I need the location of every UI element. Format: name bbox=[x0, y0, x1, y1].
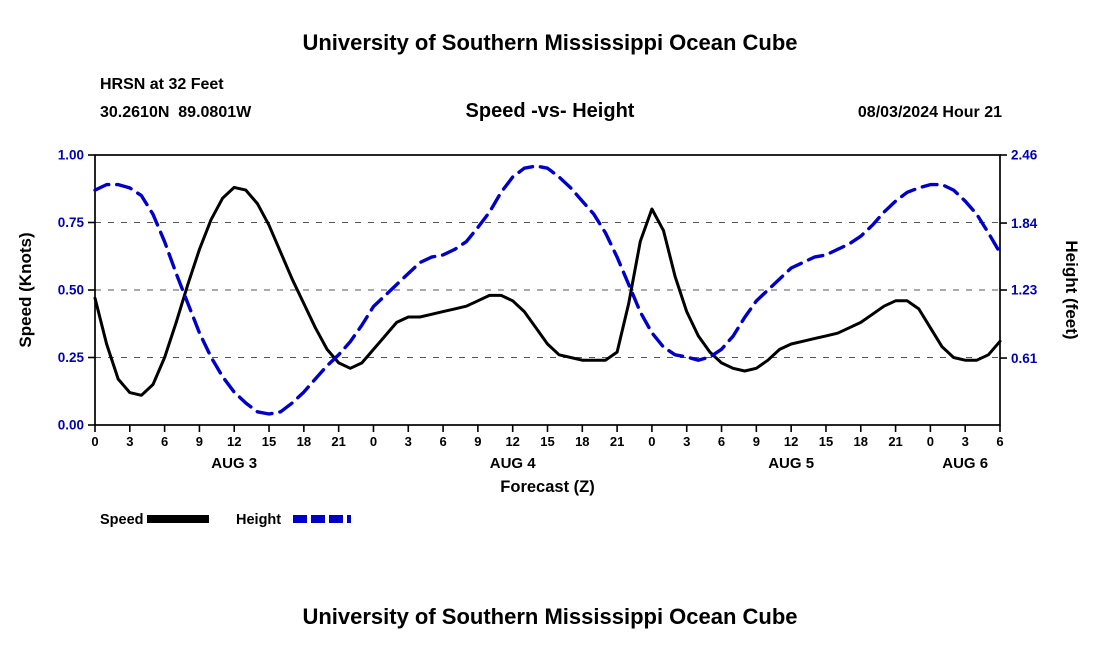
svg-text:AUG 4: AUG 4 bbox=[490, 455, 537, 472]
svg-text:1.84: 1.84 bbox=[1011, 216, 1038, 231]
svg-text:0: 0 bbox=[91, 434, 98, 449]
svg-text:6: 6 bbox=[996, 434, 1003, 449]
svg-text:1.00: 1.00 bbox=[58, 148, 84, 163]
svg-text:3: 3 bbox=[405, 434, 412, 449]
svg-text:0: 0 bbox=[370, 434, 377, 449]
svg-text:6: 6 bbox=[439, 434, 446, 449]
chart-title: Speed -vs- Height bbox=[465, 100, 635, 122]
station-name: HRSN at 32 Feet bbox=[100, 76, 224, 93]
svg-text:6: 6 bbox=[718, 434, 725, 449]
svg-text:2.46: 2.46 bbox=[1011, 148, 1038, 163]
svg-text:1.23: 1.23 bbox=[1011, 283, 1038, 298]
svg-text:15: 15 bbox=[262, 434, 276, 449]
svg-text:12: 12 bbox=[227, 434, 241, 449]
page-title: University of Southern Mississippi Ocean… bbox=[302, 30, 798, 55]
svg-text:18: 18 bbox=[575, 434, 589, 449]
svg-text:3: 3 bbox=[962, 434, 969, 449]
svg-text:6: 6 bbox=[161, 434, 168, 449]
svg-text:Speed (Knots): Speed (Knots) bbox=[16, 232, 35, 347]
svg-text:21: 21 bbox=[610, 434, 624, 449]
svg-text:9: 9 bbox=[196, 434, 203, 449]
svg-text:9: 9 bbox=[753, 434, 760, 449]
svg-text:18: 18 bbox=[297, 434, 311, 449]
svg-text:AUG 5: AUG 5 bbox=[768, 455, 814, 472]
station-coordinates: 30.2610N 89.0801W bbox=[100, 104, 252, 121]
svg-text:9: 9 bbox=[474, 434, 481, 449]
svg-text:Speed: Speed bbox=[100, 512, 144, 528]
svg-text:0: 0 bbox=[927, 434, 934, 449]
svg-text:21: 21 bbox=[888, 434, 902, 449]
svg-text:15: 15 bbox=[819, 434, 833, 449]
svg-text:12: 12 bbox=[784, 434, 798, 449]
svg-text:Height (feet): Height (feet) bbox=[1062, 240, 1081, 339]
svg-text:AUG 6: AUG 6 bbox=[942, 455, 988, 472]
svg-text:15: 15 bbox=[540, 434, 554, 449]
svg-text:3: 3 bbox=[126, 434, 133, 449]
svg-text:0.25: 0.25 bbox=[58, 350, 85, 365]
svg-text:12: 12 bbox=[505, 434, 519, 449]
svg-text:0.75: 0.75 bbox=[58, 215, 85, 230]
svg-text:Forecast (Z): Forecast (Z) bbox=[500, 478, 594, 496]
second-page-title: University of Southern Mississippi Ocean… bbox=[302, 604, 798, 629]
svg-text:AUG 3: AUG 3 bbox=[211, 455, 257, 472]
svg-text:Height: Height bbox=[236, 512, 281, 528]
svg-text:3: 3 bbox=[683, 434, 690, 449]
svg-text:21: 21 bbox=[331, 434, 345, 449]
svg-text:0.61: 0.61 bbox=[1011, 351, 1038, 366]
svg-text:0.50: 0.50 bbox=[58, 283, 84, 298]
forecast-datetime: 08/03/2024 Hour 21 bbox=[857, 104, 1002, 121]
svg-text:0.00: 0.00 bbox=[58, 418, 84, 433]
svg-text:0: 0 bbox=[648, 434, 655, 449]
svg-text:18: 18 bbox=[854, 434, 868, 449]
